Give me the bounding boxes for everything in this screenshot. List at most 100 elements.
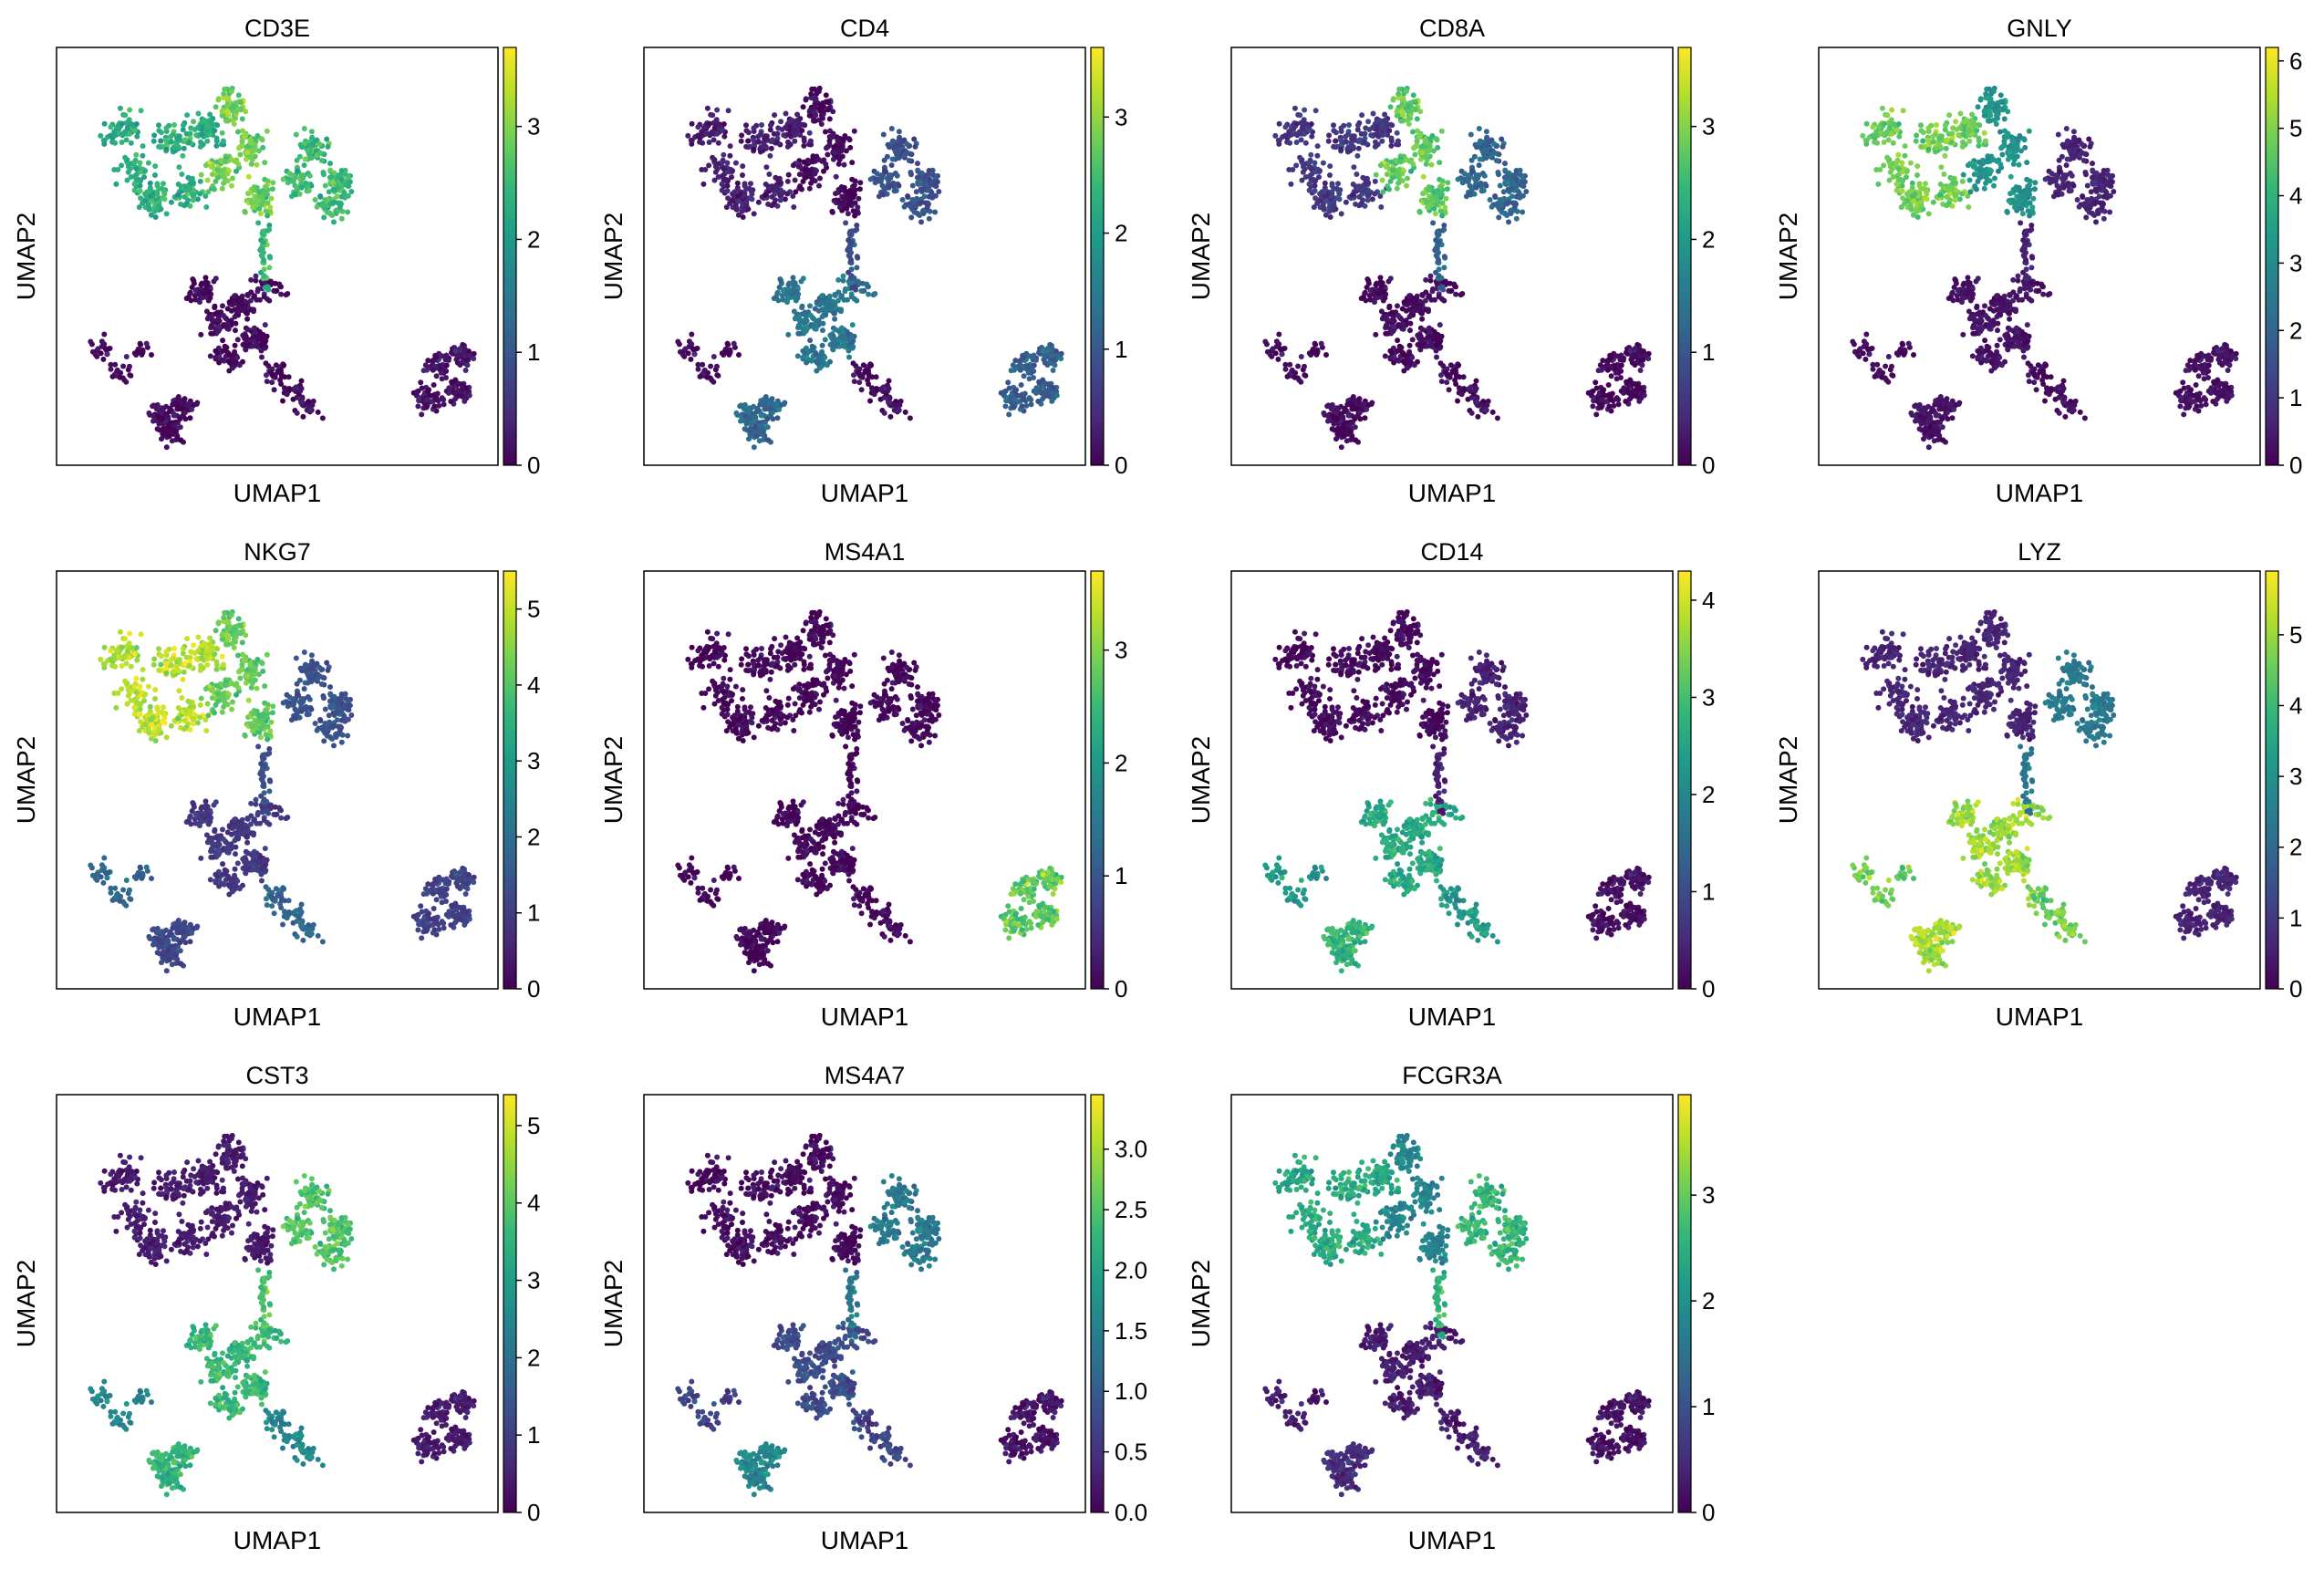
data-point [1412,151,1418,158]
data-point [104,351,110,358]
data-point [832,327,838,333]
data-point [1624,380,1630,387]
data-point [833,173,839,180]
data-point [1965,193,1971,199]
data-point [166,433,172,440]
data-point [263,183,269,190]
data-point [259,354,265,360]
data-point [1338,444,1344,451]
data-point [1326,132,1333,139]
data-point [1468,410,1475,416]
data-point [843,286,848,292]
data-point [827,332,834,338]
data-point [745,130,752,136]
data-point [152,163,159,170]
data-point [294,394,300,400]
data-point [1020,355,1026,361]
data-point [1874,140,1881,146]
data-point [231,121,237,127]
data-point [1320,160,1326,166]
data-point [727,143,733,150]
data-point [251,187,257,193]
data-point [1457,374,1463,380]
data-point [1312,195,1319,202]
data-point [467,352,473,358]
data-point [819,314,825,320]
data-point [1433,194,1439,201]
data-point [886,184,892,191]
data-point [301,126,307,131]
data-point [310,140,316,147]
data-point [1335,425,1342,431]
data-point [807,167,814,173]
data-point [832,316,838,322]
data-point [1423,138,1429,144]
data-point [1419,150,1426,156]
colorbar-tick-label: 0 [1115,452,1127,479]
data-point [801,159,807,165]
data-point [1377,162,1384,169]
data-point [315,409,321,415]
data-point [1494,415,1500,421]
data-point [909,182,916,189]
data-point [232,314,238,320]
data-point [1349,135,1355,141]
data-point [1484,134,1490,140]
data-point [1323,198,1330,204]
data-point [802,317,808,324]
data-point [689,120,695,127]
data-point [1412,107,1418,113]
data-point [1898,204,1904,211]
data-point [1459,291,1466,296]
data-point [754,139,761,145]
data-point [264,372,269,379]
data-point [1428,341,1435,348]
data-point [1496,214,1502,221]
data-point [846,136,852,142]
data-point [1423,197,1429,203]
data-point [248,197,254,203]
data-point [727,200,733,206]
data-point [807,171,814,177]
data-point [422,362,429,369]
data-point [175,192,181,198]
data-point [802,309,808,316]
data-point [207,111,213,118]
data-point [147,184,153,191]
data-point [1015,392,1022,399]
data-point [119,162,125,169]
data-point [228,157,234,162]
data-point [1298,137,1304,143]
data-point [1374,131,1380,138]
panel-title: GNLY [2007,15,2072,42]
data-point [141,169,148,174]
data-point [243,109,249,115]
data-point [880,131,887,138]
data-point [1366,293,1373,298]
data-point [1613,369,1619,376]
data-point [191,277,197,284]
data-point [734,184,741,191]
data-point [299,394,306,400]
data-point [425,358,431,364]
data-point [459,386,465,392]
data-point [266,223,273,228]
data-point [256,189,263,195]
data-point [769,193,775,200]
data-point [932,209,939,215]
data-point [1010,362,1016,369]
data-point [821,168,826,174]
data-point [1623,399,1629,404]
data-point [455,380,462,387]
data-point [1275,137,1281,143]
data-point [851,296,857,302]
data-point [877,172,884,179]
data-point [321,214,327,221]
data-point [101,120,108,127]
data-point [266,265,273,271]
data-point [1363,125,1369,131]
data-point [239,138,245,144]
data-point [926,168,932,173]
data-point [711,354,717,359]
data-point [1383,163,1389,170]
